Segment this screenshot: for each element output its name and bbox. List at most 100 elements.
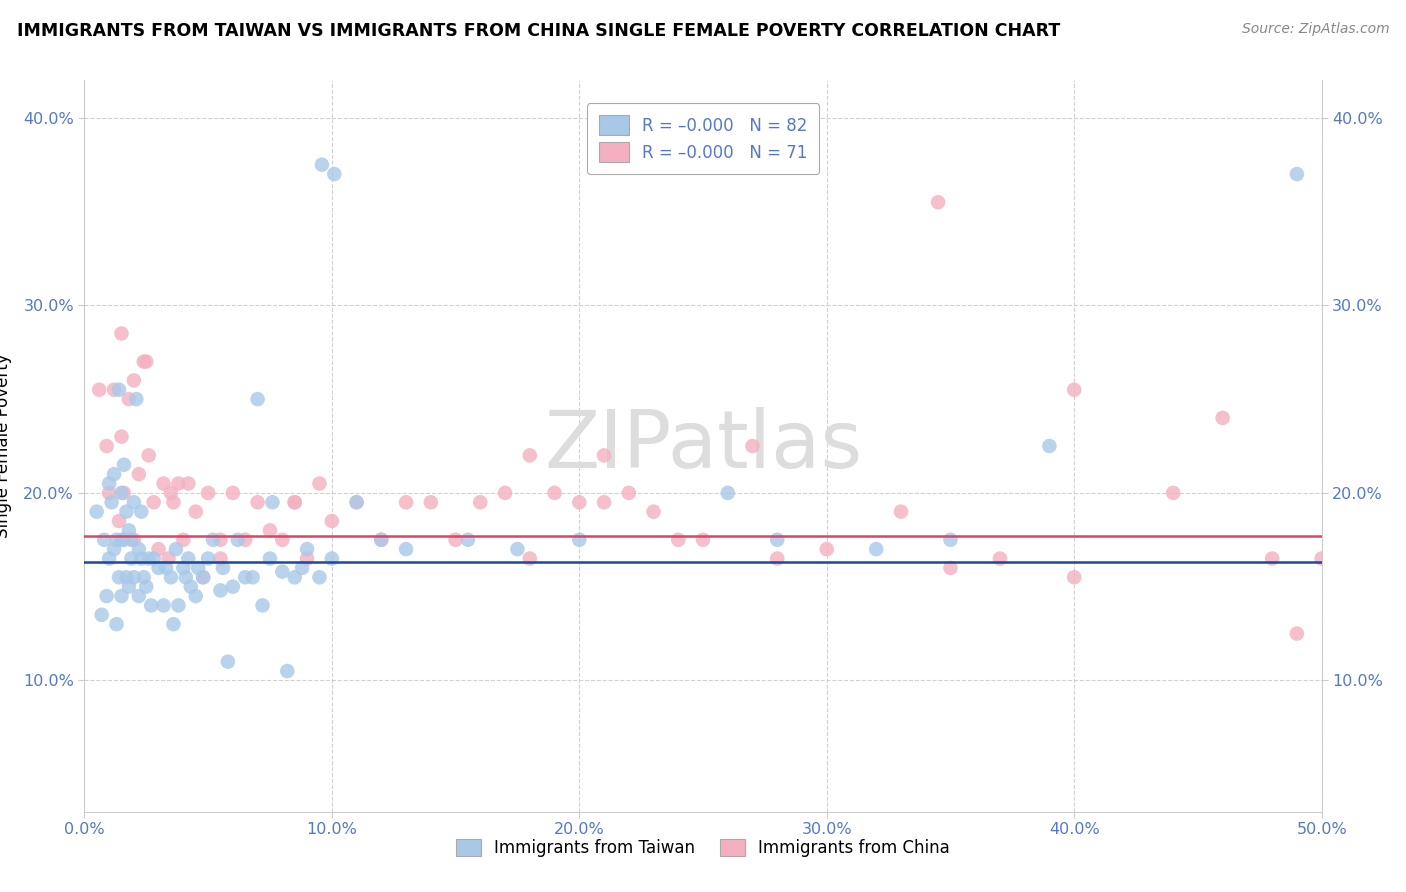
Point: [180, 580, 202, 594]
Point: [172, 533, 194, 547]
Point: [122, 570, 145, 584]
Point: [643, 505, 665, 519]
Point: [112, 533, 135, 547]
Point: [395, 542, 418, 557]
Point: [927, 195, 949, 210]
Point: [105, 533, 128, 547]
Point: [295, 542, 318, 557]
Point: [259, 551, 281, 566]
Point: [217, 655, 239, 669]
Point: [162, 495, 184, 509]
Point: [370, 533, 392, 547]
Point: [89, 383, 111, 397]
Point: [128, 542, 150, 557]
Point: [162, 617, 184, 632]
Point: [370, 533, 392, 547]
Point: [568, 495, 591, 509]
Point: [160, 570, 183, 584]
Point: [103, 542, 125, 557]
Point: [129, 505, 152, 519]
Point: [226, 533, 249, 547]
Text: Source: ZipAtlas.com: Source: ZipAtlas.com: [1241, 22, 1389, 37]
Point: [96, 439, 118, 453]
Point: [103, 383, 125, 397]
Point: [152, 476, 174, 491]
Point: [118, 392, 141, 406]
Point: [519, 449, 541, 463]
Point: [271, 533, 294, 547]
Text: ZIPatlas: ZIPatlas: [544, 407, 862, 485]
Point: [246, 495, 269, 509]
Point: [939, 533, 962, 547]
Point: [519, 551, 541, 566]
Point: [543, 486, 565, 500]
Point: [346, 495, 368, 509]
Point: [191, 570, 214, 584]
Point: [191, 570, 214, 584]
Point: [152, 599, 174, 613]
Point: [108, 383, 131, 397]
Point: [321, 551, 343, 566]
Point: [174, 570, 197, 584]
Point: [93, 533, 115, 547]
Point: [444, 533, 467, 547]
Legend: Immigrants from Taiwan, Immigrants from China: Immigrants from Taiwan, Immigrants from …: [447, 830, 959, 865]
Point: [1285, 167, 1308, 181]
Point: [209, 583, 232, 598]
Point: [157, 551, 180, 566]
Point: [212, 561, 235, 575]
Point: [717, 486, 740, 500]
Point: [135, 580, 157, 594]
Point: [865, 542, 887, 557]
Point: [184, 505, 207, 519]
Point: [108, 570, 131, 584]
Point: [988, 551, 1011, 566]
Point: [197, 551, 219, 566]
Point: [311, 158, 333, 172]
Point: [284, 570, 307, 584]
Point: [187, 561, 209, 575]
Point: [284, 495, 307, 509]
Point: [138, 551, 160, 566]
Point: [141, 599, 163, 613]
Point: [118, 580, 141, 594]
Point: [1285, 626, 1308, 640]
Point: [1212, 410, 1234, 425]
Point: [494, 486, 516, 500]
Point: [284, 495, 307, 509]
Point: [568, 533, 591, 547]
Point: [1310, 551, 1333, 566]
Point: [197, 486, 219, 500]
Point: [177, 476, 200, 491]
Point: [308, 570, 330, 584]
Point: [321, 514, 343, 528]
Point: [323, 167, 346, 181]
Point: [118, 524, 141, 538]
Point: [122, 373, 145, 387]
Point: [593, 449, 616, 463]
Point: [209, 551, 232, 566]
Point: [741, 439, 763, 453]
Point: [128, 467, 150, 482]
Point: [135, 354, 157, 368]
Point: [308, 476, 330, 491]
Point: [1261, 551, 1284, 566]
Point: [112, 486, 135, 500]
Point: [271, 565, 294, 579]
Y-axis label: Single Female Poverty: Single Female Poverty: [0, 354, 13, 538]
Point: [98, 486, 121, 500]
Point: [276, 664, 298, 678]
Point: [100, 495, 122, 509]
Point: [291, 561, 314, 575]
Point: [90, 607, 112, 622]
Point: [138, 449, 160, 463]
Point: [177, 551, 200, 566]
Point: [939, 561, 962, 575]
Point: [167, 476, 190, 491]
Point: [167, 599, 190, 613]
Point: [470, 495, 492, 509]
Point: [506, 542, 529, 557]
Point: [395, 495, 418, 509]
Point: [120, 533, 142, 547]
Point: [120, 551, 142, 566]
